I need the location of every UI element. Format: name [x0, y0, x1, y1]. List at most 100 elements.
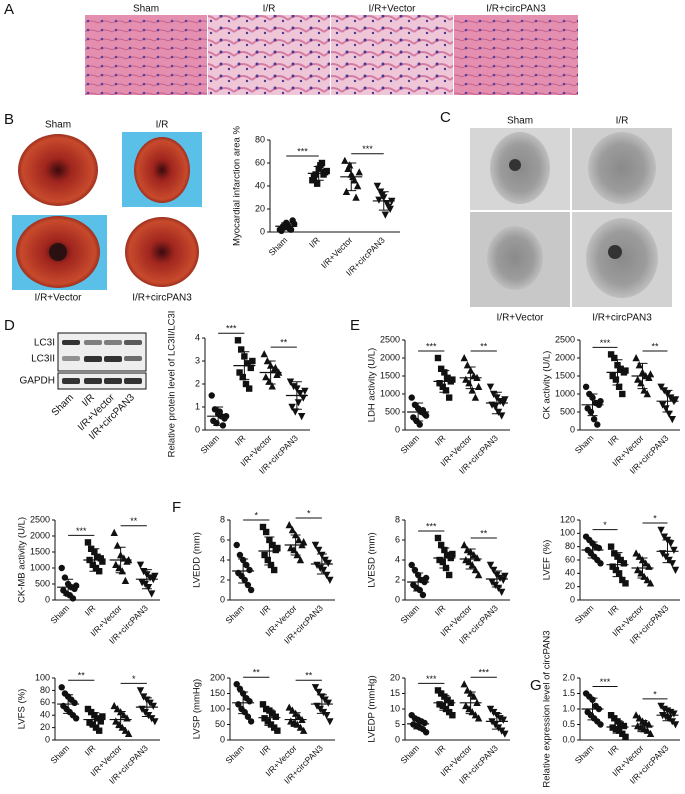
y-axis-label: Relative protein level of LC3II/LC3I: [167, 311, 178, 458]
sd-bar: [413, 572, 424, 592]
sd-bar: [115, 710, 126, 729]
data-point: [270, 566, 278, 574]
data-point: [299, 726, 308, 734]
y-tick-label: 1: [195, 401, 200, 411]
sd-bar: [587, 541, 598, 559]
data-point: [434, 687, 442, 694]
data-point: [72, 715, 80, 722]
y-axis-label: LVFS (%): [17, 689, 28, 729]
data-point: [632, 354, 640, 362]
x-tick-label: I/R: [83, 603, 98, 618]
x-tick-label: I/R: [606, 433, 621, 448]
sd-bar: [290, 534, 301, 556]
data-point: [311, 684, 320, 692]
data-point: [460, 354, 468, 362]
data-point: [437, 541, 445, 549]
data-point: [244, 360, 251, 367]
y-tick-label: 0: [45, 594, 50, 604]
data-point: [236, 551, 244, 559]
data-point: [151, 718, 159, 726]
significance-label: ***: [478, 668, 489, 678]
data-point: [58, 684, 65, 691]
data-point: [260, 350, 268, 358]
x-tick-label: I/R: [83, 743, 98, 758]
data-point: [474, 714, 483, 722]
data-point: [147, 590, 156, 598]
significance-label: ***: [426, 521, 437, 531]
data-point: [89, 561, 96, 568]
data-point: [211, 406, 219, 413]
data-point: [471, 566, 480, 574]
data-point: [634, 375, 642, 383]
data-point: [422, 412, 430, 419]
sd-bar: [89, 712, 100, 727]
data-point: [234, 337, 242, 344]
x-tick-label: I/R: [307, 235, 322, 250]
x-tick-label: Sham: [223, 743, 246, 766]
data-point: [486, 561, 495, 569]
data-point: [373, 182, 382, 190]
sd-bar: [316, 553, 327, 575]
sd-bar: [238, 558, 249, 584]
panel-letter: F: [172, 499, 181, 516]
data-point: [609, 372, 616, 380]
sd-bar: [141, 697, 152, 717]
data-point: [262, 528, 270, 536]
data-point: [110, 528, 118, 536]
significance-label: *: [132, 674, 136, 684]
y-tick-label: 60: [255, 157, 265, 167]
data-point: [323, 167, 330, 175]
y-tick-label: 0: [195, 424, 200, 434]
data-point: [288, 403, 296, 411]
data-point: [620, 560, 628, 567]
y-tick-label: 80: [40, 685, 50, 695]
sd-bar: [612, 552, 623, 578]
panel-letter: B: [4, 111, 14, 128]
sd-bar: [89, 548, 100, 572]
data-point: [295, 712, 303, 720]
data-point: [657, 526, 665, 534]
y-axis-label: LVEF (%): [542, 540, 553, 580]
data-point: [499, 716, 507, 724]
y-tick-label: 500: [385, 406, 400, 416]
y-tick-label: 2.0: [562, 672, 575, 682]
sd-bar: [491, 713, 502, 730]
data-point: [640, 386, 648, 394]
data-point: [615, 570, 623, 577]
y-tick-label: 3: [195, 355, 200, 365]
image-label: I/R+Vector: [497, 313, 545, 324]
x-tick-label: Sham: [223, 603, 246, 626]
data-point: [620, 722, 628, 730]
data-point: [643, 390, 651, 398]
y-tick-label: 100: [210, 703, 225, 713]
panel-letter: D: [4, 317, 15, 334]
y-tick-label: 0: [260, 226, 265, 236]
data-point: [612, 566, 620, 574]
y-tick-label: 10: [390, 703, 400, 713]
data-point: [245, 385, 253, 392]
data-point: [352, 193, 360, 201]
data-point: [233, 541, 240, 549]
data-point: [233, 681, 240, 688]
data-point: [471, 711, 480, 719]
sd-bar: [439, 547, 450, 569]
y-tick-label: 6: [395, 534, 400, 544]
panel-letter: E: [350, 317, 360, 334]
sd-bar: [265, 360, 276, 385]
data-point: [460, 680, 468, 688]
data-point: [299, 394, 307, 402]
y-tick-label: 15: [390, 688, 400, 698]
data-point: [439, 558, 446, 566]
data-point: [609, 563, 616, 570]
panel-letter: A: [4, 1, 14, 18]
data-point: [313, 180, 321, 187]
y-tick-label: 1000: [555, 388, 575, 398]
image-label: I/R+circPAN3: [486, 4, 546, 15]
data-point: [341, 156, 349, 164]
data-point: [611, 550, 618, 557]
y-tick-label: 2000: [380, 352, 400, 362]
sd-bar: [439, 370, 450, 393]
data-point: [136, 561, 145, 569]
data-point: [309, 177, 316, 184]
